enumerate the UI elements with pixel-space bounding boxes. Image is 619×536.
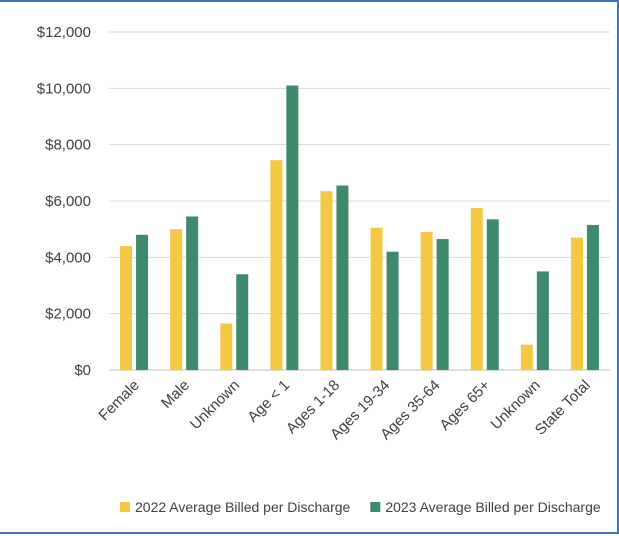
bar-2022 <box>470 208 483 370</box>
x-tick-label: Unknown <box>187 377 243 433</box>
bar-2023 <box>136 234 149 370</box>
legend-swatch <box>120 502 130 512</box>
y-tick-label: $12,000 <box>37 24 91 41</box>
y-tick-label: $4,000 <box>45 249 91 266</box>
bar-2023 <box>286 85 299 371</box>
x-tick-label: Ages 65+ <box>436 377 493 434</box>
gridlines <box>109 31 610 371</box>
y-tick-label: $6,000 <box>45 193 91 210</box>
x-tick-label: Age < 1 <box>244 377 293 426</box>
bar-2023 <box>486 219 499 370</box>
bar-2022 <box>570 237 583 370</box>
legend-label: 2023 Average Billed per Discharge <box>385 499 601 515</box>
bar-2023 <box>536 271 549 370</box>
bar-2022 <box>520 344 533 370</box>
bar-2022 <box>370 227 383 370</box>
y-axis-tick-labels: $0 $2,000 $4,000 $6,000 $8,000 $10,000 $12,000 <box>37 24 91 379</box>
y-tick-label: $8,000 <box>45 137 91 154</box>
legend: 2022 Average Billed per Discharge 2023 Av… <box>120 499 601 515</box>
y-tick-label: $10,000 <box>37 80 91 97</box>
bar-2022 <box>170 229 183 370</box>
bar-2022 <box>120 246 133 370</box>
bar-2023 <box>586 224 599 370</box>
x-tick-label: State Total <box>532 377 594 439</box>
bars <box>120 85 599 371</box>
bar-2023 <box>386 251 399 370</box>
legend-label: 2022 Average Billed per Discharge <box>135 499 351 515</box>
bar-2023 <box>336 185 349 370</box>
bar-2022 <box>320 191 333 370</box>
bar-2023 <box>436 239 449 370</box>
x-tick-label: Male <box>158 377 193 412</box>
bar-2022 <box>220 323 233 370</box>
bar-2023 <box>236 274 249 370</box>
bar-2022 <box>420 231 433 370</box>
bar-2023 <box>186 216 199 370</box>
y-tick-label: $2,000 <box>45 306 91 323</box>
legend-swatch <box>370 502 381 512</box>
x-tick-label: Female <box>95 377 142 424</box>
y-tick-label: $0 <box>74 362 91 379</box>
bar-2022 <box>270 160 283 370</box>
